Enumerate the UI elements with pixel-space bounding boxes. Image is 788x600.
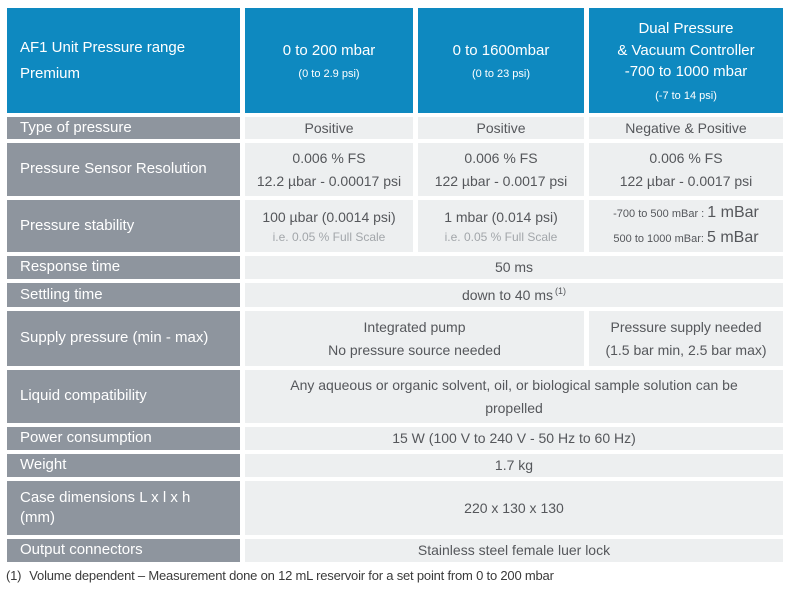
stability-col4-line2-value: 5 mBar xyxy=(706,229,759,246)
dual-line3: -700 to 1000 mbar xyxy=(624,63,748,81)
header-dual-cell: Dual Pressure & Vacuum Controller -700 t… xyxy=(589,8,783,113)
sensor-resolution-col2: 0.006 % FS 12.2 µbar - 0.00017 psi xyxy=(245,143,413,196)
liquid-compatibility-line2: propelled xyxy=(485,399,543,416)
stability-col3-note: i.e. 0.05 % Full Scale xyxy=(444,229,558,244)
stability-col4-line2-range: 500 to 1000 mBar: xyxy=(613,233,707,245)
row-label-response-time: Response time xyxy=(7,256,240,279)
sensor-resolution-col4: 0.006 % FS 122 µbar - 0.0017 psi xyxy=(589,143,783,196)
row-label-power-consumption: Power consumption xyxy=(7,427,240,450)
resolution-col3-fs: 0.006 % FS xyxy=(464,150,538,167)
supply-pressure-limits: (1.5 bar min, 2.5 bar max) xyxy=(605,341,767,358)
row-label-type-of-pressure: Type of pressure xyxy=(7,117,240,139)
pressure-stability-col2: 100 µbar (0.0014 psi) i.e. 0.05 % Full S… xyxy=(245,200,413,252)
resolution-col4-detail: 122 µbar - 0.0017 psi xyxy=(619,172,753,189)
settling-time-text: down to 40 ms (1) xyxy=(462,284,566,306)
row-label-weight: Weight xyxy=(7,454,240,477)
row-label-output-connectors: Output connectors xyxy=(7,539,240,562)
case-dimensions-label-line2: (mm) xyxy=(20,509,55,526)
row-label-liquid-compatibility: Liquid compatibility xyxy=(7,370,240,423)
settling-time-footnote-ref: (1) xyxy=(555,285,567,296)
stability-col4-line1-value: 1 mBar xyxy=(707,204,759,222)
footnote: (1) Volume dependent – Measurement done o… xyxy=(6,568,554,583)
sensor-resolution-col3: 0.006 % FS 122 µbar - 0.0017 psi xyxy=(418,143,584,196)
dual-psi: (-7 to 14 psi) xyxy=(655,90,717,103)
output-connectors-value: Stainless steel female luer lock xyxy=(245,539,783,562)
weight-value: 1.7 kg xyxy=(245,454,783,477)
dual-line2: & Vacuum Controller xyxy=(617,41,755,59)
row-label-settling-time: Settling time xyxy=(7,283,240,307)
stability-col4-line2: 500 to 1000 mBar: 5 mBar xyxy=(613,226,758,251)
supply-pressure-no-source: No pressure source needed xyxy=(328,341,501,358)
settling-time-main: down to 40 ms xyxy=(461,286,554,303)
pressure-stability-col3: 1 mbar (0.014 psi) i.e. 0.05 % Full Scal… xyxy=(418,200,584,252)
liquid-compatibility-value: Any aqueous or organic solvent, oil, or … xyxy=(245,370,783,423)
supply-pressure-pump: Integrated pump xyxy=(363,319,466,336)
liquid-compatibility-line1: Any aqueous or organic solvent, oil, or … xyxy=(290,377,738,394)
dual-line1: Dual Pressure xyxy=(638,19,734,37)
settling-time-value: down to 40 ms (1) xyxy=(245,283,783,307)
response-time-value: 50 ms xyxy=(245,256,783,279)
supply-pressure-col4: Pressure supply needed (1.5 bar min, 2.5… xyxy=(589,311,783,366)
header-range-200-cell: 0 to 200 mbar (0 to 2.9 psi) xyxy=(245,8,413,113)
resolution-col2-detail: 12.2 µbar - 0.00017 psi xyxy=(256,172,402,189)
header-product-cell: AF1 Unit Pressure range Premium xyxy=(7,8,240,113)
case-dimensions-value: 220 x 130 x 130 xyxy=(245,481,783,535)
supply-pressure-needed: Pressure supply needed xyxy=(610,319,762,336)
stability-col2-value: 100 µbar (0.0014 psi) xyxy=(262,209,396,226)
row-label-case-dimensions: Case dimensions L x l x h (mm) xyxy=(7,481,240,535)
range-200-main: 0 to 200 mbar xyxy=(282,41,376,59)
range-1600-psi: (0 to 23 psi) xyxy=(471,68,531,81)
stability-col3-value: 1 mbar (0.014 psi) xyxy=(444,209,558,226)
pressure-stability-col4: -700 to 500 mBar : 1 mBar 500 to 1000 mB… xyxy=(589,200,783,252)
footnote-marker: (1) xyxy=(6,568,22,583)
resolution-col2-fs: 0.006 % FS xyxy=(292,150,366,167)
product-name-line2: Premium xyxy=(20,64,81,82)
case-dimensions-label-line1: Case dimensions L x l x h xyxy=(20,488,191,506)
type-of-pressure-col4: Negative & Positive xyxy=(589,117,783,139)
range-200-psi: (0 to 2.9 psi) xyxy=(298,68,360,81)
supply-pressure-col23: Integrated pump No pressure source neede… xyxy=(245,311,584,366)
footnote-text: Volume dependent – Measurement done on 1… xyxy=(29,568,554,583)
stability-col4-line1-range: -700 to 500 mBar : xyxy=(613,208,708,221)
stability-col4-line1: -700 to 500 mBar : 1 mBar xyxy=(613,201,759,226)
stability-col2-note: i.e. 0.05 % Full Scale xyxy=(272,229,386,244)
product-name-line1: AF1 Unit Pressure range xyxy=(20,39,186,56)
power-consumption-value: 15 W (100 V to 240 V - 50 Hz to 60 Hz) xyxy=(245,427,783,450)
type-of-pressure-col3: Positive xyxy=(418,117,584,139)
row-label-pressure-stability: Pressure stability xyxy=(7,200,240,252)
resolution-col4-fs: 0.006 % FS xyxy=(649,150,723,167)
row-label-sensor-resolution: Pressure Sensor Resolution xyxy=(7,143,240,196)
header-range-1600-cell: 0 to 1600mbar (0 to 23 psi) xyxy=(418,8,584,113)
resolution-col3-detail: 122 µbar - 0.0017 psi xyxy=(434,172,568,189)
type-of-pressure-col2: Positive xyxy=(245,117,413,139)
af1-spec-table: AF1 Unit Pressure range Premium 0 to 200… xyxy=(7,8,783,562)
row-label-supply-pressure: Supply pressure (min - max) xyxy=(7,311,240,366)
range-1600-main: 0 to 1600mbar xyxy=(452,41,550,59)
